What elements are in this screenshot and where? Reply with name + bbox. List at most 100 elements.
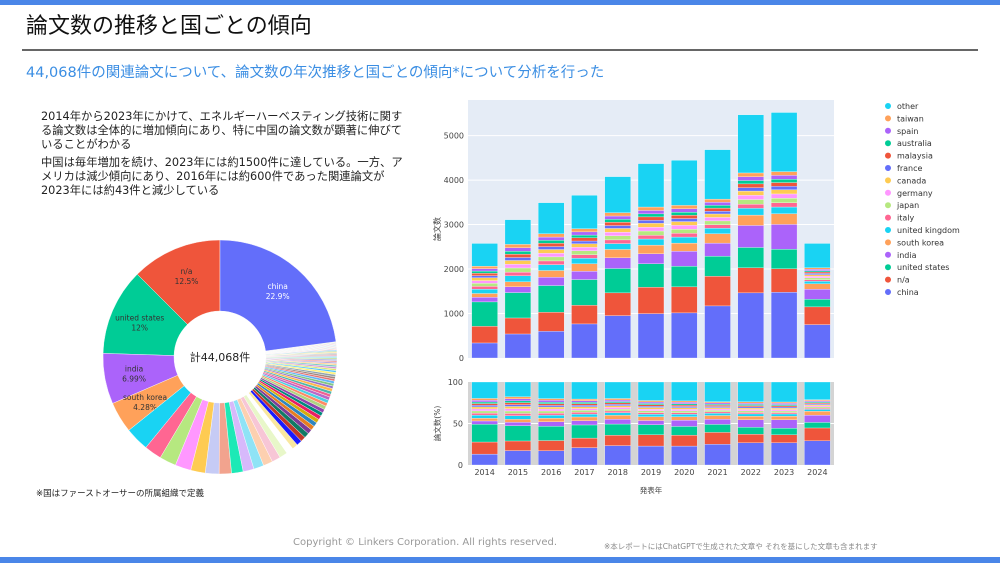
- bar-segment-italy: [804, 408, 831, 410]
- bar-segment-china: [604, 445, 631, 466]
- bar-segment-malaysia: [504, 253, 532, 258]
- legend-item[interactable]: other: [897, 102, 919, 111]
- bar-segment-australia: [804, 270, 831, 273]
- bar-segment-france: [604, 225, 631, 229]
- legend-marker: [885, 214, 891, 221]
- bar-segment-other: [671, 381, 698, 402]
- bar-segment-united-kingdom: [770, 206, 798, 214]
- bar-segment-other: [737, 114, 764, 174]
- legend-item[interactable]: malaysia: [897, 152, 933, 161]
- bar-segment-united-states: [538, 285, 565, 313]
- bar-segment-france: [538, 405, 565, 408]
- bar-segment-india: [671, 419, 698, 427]
- legend-item[interactable]: spain: [897, 127, 918, 136]
- bar-segment-germany: [538, 253, 565, 258]
- bar-segment-spain: [804, 400, 831, 402]
- bar-segment-china: [704, 444, 731, 466]
- bar-segment-germany: [604, 232, 631, 237]
- x-tick-label: 2015: [508, 468, 528, 477]
- legend-item[interactable]: taiwan: [897, 114, 924, 123]
- bar-segment-india: [737, 225, 764, 248]
- legend-item[interactable]: united kingdom: [897, 226, 960, 235]
- bar-segment-japan: [704, 410, 731, 413]
- bar-segment-australia: [538, 240, 565, 244]
- bar-segment-united-kingdom: [538, 264, 565, 271]
- bar-segment-japan: [504, 410, 532, 414]
- bar-segment-united-states: [704, 255, 731, 277]
- bar-segment-france: [770, 186, 798, 190]
- bar-segment-taiwan: [471, 265, 498, 269]
- bar-segment-united-states: [504, 292, 532, 319]
- bar-segment-united-kingdom: [604, 412, 631, 416]
- y-tick-label: 0: [459, 354, 464, 363]
- bar-segment-united-kingdom: [804, 409, 831, 412]
- bar-segment-china: [737, 442, 764, 466]
- bar-segment-india: [604, 419, 631, 425]
- bar-segment-taiwan: [737, 401, 764, 404]
- bar-segment-spain: [671, 402, 698, 404]
- bar-segment-germany: [571, 247, 598, 251]
- legend-item[interactable]: south korea: [897, 238, 944, 247]
- bar-segment-canada: [737, 407, 764, 410]
- legend-marker: [885, 202, 891, 209]
- legend-item[interactable]: japan: [896, 201, 919, 210]
- title-divider: [22, 49, 978, 51]
- bar-segment-malaysia: [737, 183, 764, 188]
- bar-segment-malaysia: [637, 404, 665, 407]
- bar-segment-united-states: [571, 279, 598, 306]
- bar-segment-south-korea: [504, 419, 532, 423]
- bar-segment-south-korea: [804, 411, 831, 416]
- bar-segment-india: [637, 420, 665, 425]
- bar-segment-united-kingdom: [538, 414, 565, 419]
- bar-segment-australia: [704, 404, 731, 406]
- bar-segment-germany: [737, 409, 764, 412]
- legend-item[interactable]: france: [897, 164, 922, 173]
- bar-segment-india: [471, 297, 498, 303]
- bar-segment-china: [704, 305, 731, 359]
- bar-segment-n-a: [604, 435, 631, 446]
- bar-segment-china: [504, 333, 532, 359]
- bar-segment-france: [504, 404, 532, 407]
- page-title: 論文数の推移と国ごとの傾向: [26, 14, 312, 39]
- legend-marker: [885, 276, 891, 283]
- bar-segment-united-kingdom: [471, 288, 498, 294]
- legend-item[interactable]: italy: [897, 214, 914, 223]
- bar-segment-spain: [637, 401, 665, 404]
- legend-item[interactable]: canada: [897, 176, 926, 185]
- bar-segment-united-states: [471, 301, 498, 327]
- bar-segment-taiwan: [737, 172, 764, 177]
- bar-segment-italy: [504, 413, 532, 416]
- legend-item[interactable]: india: [897, 251, 917, 260]
- bar-segment-united-kingdom: [671, 414, 698, 417]
- bar-segment-germany: [571, 408, 598, 411]
- bar-segment-n-a: [504, 317, 532, 335]
- legend-item[interactable]: n/a: [897, 276, 910, 285]
- bar-segment-n-a: [471, 326, 498, 344]
- legend-marker: [885, 152, 891, 159]
- bar-segment-australia: [471, 401, 498, 404]
- legend-marker: [885, 239, 891, 246]
- stacked-count-chart: 0 1000 2000 3000 4000 5000 論文数 other taiwan spain…: [432, 100, 960, 363]
- y-tick-label: 3000: [444, 221, 464, 230]
- bar-segment-germany: [737, 195, 764, 200]
- legend-marker: [885, 251, 891, 258]
- bar-segment-australia: [770, 179, 798, 183]
- bar-segment-canada: [671, 221, 698, 226]
- bar-segment-other: [770, 112, 798, 172]
- bar-segment-germany: [604, 407, 631, 410]
- bar-segment-italy: [504, 271, 532, 276]
- bar-segment-taiwan: [604, 398, 631, 401]
- bar-segment-italy: [770, 412, 798, 415]
- x-tick-label: 2018: [608, 468, 628, 477]
- legend-item[interactable]: germany: [897, 189, 933, 198]
- bar-segment-malaysia: [604, 402, 631, 405]
- legend-item[interactable]: united states: [897, 263, 949, 272]
- x-tick-label: 2021: [707, 468, 727, 477]
- bar-segment-n-a: [770, 434, 798, 443]
- pie-slice-percent: 12%: [131, 323, 148, 332]
- country-definition-note: ※国はファーストオーサーの所属組織で定義: [36, 489, 205, 499]
- legend-item[interactable]: china: [897, 288, 919, 297]
- legend-item[interactable]: australia: [897, 139, 932, 148]
- bar-segment-china: [637, 313, 665, 359]
